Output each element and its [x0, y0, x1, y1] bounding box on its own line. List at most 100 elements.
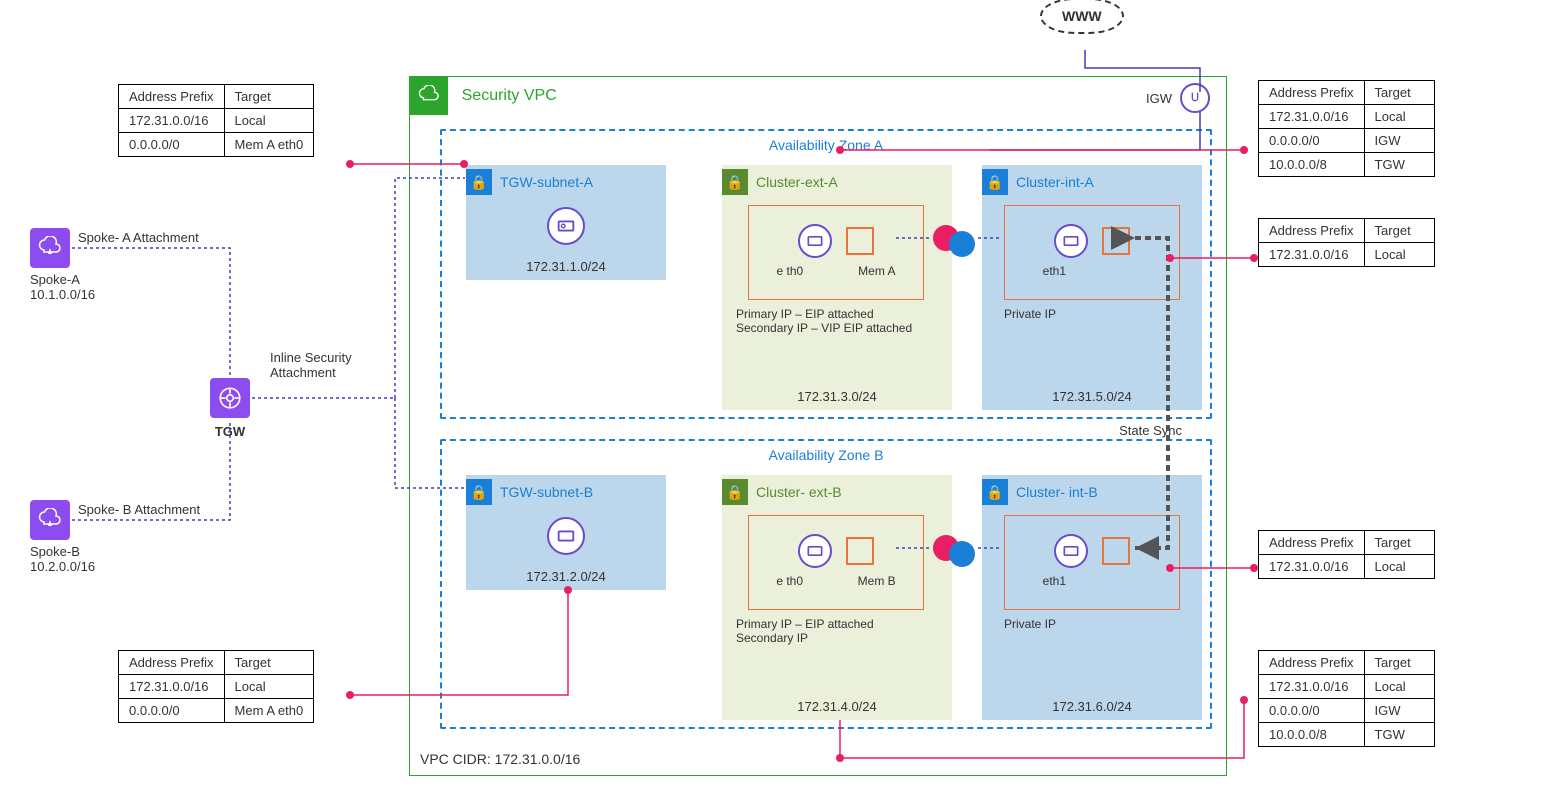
- mem-b-label: Mem B: [858, 574, 896, 588]
- cluster-ext-a: 🔒 Cluster-ext-A e th0 Mem A Primary IP –…: [722, 165, 952, 410]
- igw-label: IGW: [1146, 91, 1172, 106]
- igw: IGW: [1146, 83, 1210, 113]
- table-row: 172.31.0.0/16Local: [1259, 675, 1435, 699]
- spoke-a-icon: [30, 228, 70, 268]
- eth0-label: e th0: [776, 264, 803, 278]
- spoke-b-name: Spoke-B: [30, 544, 95, 559]
- eni-icon: [798, 534, 832, 568]
- www-cloud: WWW: [1040, 8, 1124, 24]
- table-row: 172.31.0.0/16Local: [1259, 243, 1435, 267]
- col-target: Target: [1364, 531, 1434, 555]
- igw-icon: [1180, 83, 1210, 113]
- cluster-int-a: 🔒 Cluster-int-A eth1 Private IP 172.31.5…: [982, 165, 1202, 410]
- cluster-int-b-cidr: 172.31.6.0/24: [982, 699, 1202, 714]
- vpc-icon: [410, 77, 448, 115]
- mem-a-label: Mem A: [858, 264, 895, 278]
- route-table-bot-left: Address PrefixTarget172.31.0.0/16Local0.…: [118, 650, 314, 723]
- route-table-top-right: Address PrefixTarget172.31.0.0/16Local0.…: [1258, 80, 1435, 177]
- chip-icon: [846, 537, 874, 565]
- table-row: 0.0.0.0/0Mem A eth0: [119, 133, 314, 157]
- tgw-subnet-b-title: TGW-subnet-B: [500, 484, 593, 500]
- az-a-title: Availability Zone A: [442, 131, 1210, 153]
- www-label: WWW: [1040, 0, 1124, 34]
- col-target: Target: [1364, 81, 1434, 105]
- az-a: Availability Zone A 🔒 TGW-subnet-A 172.3…: [440, 129, 1212, 419]
- ext-b-note: Primary IP – EIP attached Secondary IP: [736, 617, 946, 645]
- col-prefix: Address Prefix: [1259, 81, 1365, 105]
- table-row: 0.0.0.0/0Mem A eth0: [119, 699, 314, 723]
- col-prefix: Address Prefix: [1259, 651, 1365, 675]
- lock-icon: 🔒: [982, 169, 1008, 195]
- cluster-int-b-title: Cluster- int-B: [1016, 484, 1098, 500]
- lock-icon: 🔒: [982, 479, 1008, 505]
- tgw-subnet-a: 🔒 TGW-subnet-A 172.31.1.0/24: [466, 165, 666, 280]
- eni-icon: [1054, 224, 1088, 258]
- tgw-subnet-a-title: TGW-subnet-A: [500, 174, 593, 190]
- vpc-title: Security VPC: [452, 77, 557, 115]
- cluster-ext-a-cidr: 172.31.3.0/24: [722, 389, 952, 404]
- tgw-icon: [210, 378, 250, 418]
- spoke-a-cidr: 10.1.0.0/16: [30, 287, 95, 302]
- lock-icon: 🔒: [722, 479, 748, 505]
- az-b-title: Availability Zone B: [442, 441, 1210, 463]
- cluster-ext-b: 🔒 Cluster- ext-B e th0 Mem B Primary IP …: [722, 475, 952, 720]
- table-row: 172.31.0.0/16Local: [119, 675, 314, 699]
- tgw-attach-label: Inline Security Attachment: [270, 350, 380, 380]
- ext-a-note: Primary IP – EIP attached Secondary IP –…: [736, 307, 946, 335]
- tgw: TGW: [210, 378, 250, 439]
- chip-icon: [846, 227, 874, 255]
- lock-icon: 🔒: [466, 169, 492, 195]
- table-row: 172.31.0.0/16Local: [119, 109, 314, 133]
- tgw-subnet-b-cidr: 172.31.2.0/24: [466, 569, 666, 584]
- cluster-ext-b-cidr: 172.31.4.0/24: [722, 699, 952, 714]
- col-prefix: Address Prefix: [119, 85, 225, 109]
- int-a-note: Private IP: [1004, 307, 1056, 321]
- lock-icon: 🔒: [466, 479, 492, 505]
- eni-ext-a: e th0 Mem A: [748, 205, 924, 300]
- eni-icon: [547, 207, 585, 245]
- col-prefix: Address Prefix: [1259, 531, 1365, 555]
- table-row: 10.0.0.0/8TGW: [1259, 723, 1435, 747]
- cluster-int-a-title: Cluster-int-A: [1016, 174, 1094, 190]
- spoke-a-attach: Spoke- A Attachment: [78, 230, 199, 245]
- eni-int-b: eth1: [1004, 515, 1180, 610]
- spoke-b-cidr: 10.2.0.0/16: [30, 559, 95, 574]
- chip-icon: [1102, 227, 1130, 255]
- vpc-cidr: VPC CIDR: 172.31.0.0/16: [420, 751, 580, 767]
- table-row: 10.0.0.0/8TGW: [1259, 153, 1435, 177]
- cluster-ext-b-title: Cluster- ext-B: [756, 484, 842, 500]
- cluster-ext-a-title: Cluster-ext-A: [756, 174, 838, 190]
- spoke-a-name: Spoke-A: [30, 272, 95, 287]
- col-target: Target: [224, 651, 314, 675]
- lock-icon: 🔒: [722, 169, 748, 195]
- eni-icon: [1054, 534, 1088, 568]
- az-b: Availability Zone B 🔒 TGW-subnet-B 172.3…: [440, 439, 1212, 729]
- int-b-note: Private IP: [1004, 617, 1056, 631]
- route-table-bot-right: Address PrefixTarget172.31.0.0/16Local0.…: [1258, 650, 1435, 747]
- state-sync-label: State Sync: [1119, 423, 1182, 438]
- tgw-label: TGW: [210, 424, 250, 439]
- col-target: Target: [1364, 651, 1434, 675]
- route-table-mid-right-b: Address PrefixTarget172.31.0.0/16Local: [1258, 530, 1435, 579]
- table-row: 0.0.0.0/0IGW: [1259, 699, 1435, 723]
- table-row: 172.31.0.0/16Local: [1259, 555, 1435, 579]
- security-vpc: Security VPC IGW Availability Zone A 🔒 T…: [409, 76, 1227, 776]
- table-row: 0.0.0.0/0IGW: [1259, 129, 1435, 153]
- spoke-b-attach: Spoke- B Attachment: [78, 502, 200, 517]
- table-row: 172.31.0.0/16Local: [1259, 105, 1435, 129]
- eni-icon: [547, 517, 585, 555]
- eth1-label: eth1: [1043, 574, 1066, 588]
- tgw-subnet-b: 🔒 TGW-subnet-B 172.31.2.0/24: [466, 475, 666, 590]
- cluster-int-b: 🔒 Cluster- int-B eth1 Private IP 172.31.…: [982, 475, 1202, 720]
- eni-ext-b: e th0 Mem B: [748, 515, 924, 610]
- cluster-icon-b: [932, 532, 978, 571]
- chip-icon: [1102, 537, 1130, 565]
- col-target: Target: [224, 85, 314, 109]
- spoke-b-icon: [30, 500, 70, 540]
- cluster-int-a-cidr: 172.31.5.0/24: [982, 389, 1202, 404]
- eni-int-a: eth1: [1004, 205, 1180, 300]
- col-prefix: Address Prefix: [119, 651, 225, 675]
- col-target: Target: [1364, 219, 1434, 243]
- col-prefix: Address Prefix: [1259, 219, 1365, 243]
- route-table-mid-right-a: Address PrefixTarget172.31.0.0/16Local: [1258, 218, 1435, 267]
